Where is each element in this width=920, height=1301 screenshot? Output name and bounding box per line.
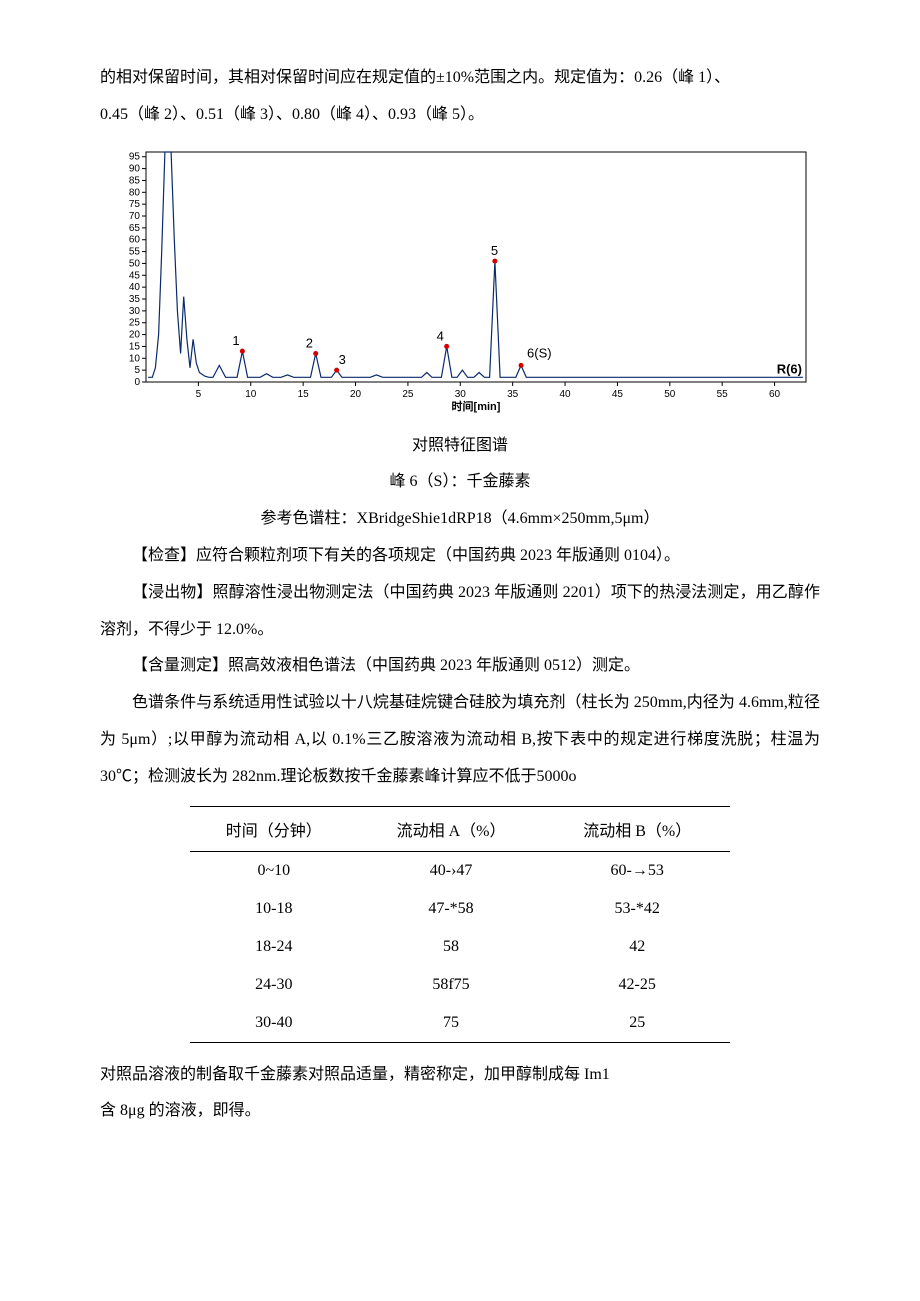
svg-text:90: 90 <box>129 163 141 174</box>
chromatogram-svg: 0510152025303540455055606570758085909551… <box>100 142 820 422</box>
svg-text:35: 35 <box>129 294 141 305</box>
svg-text:55: 55 <box>717 389 729 400</box>
svg-text:65: 65 <box>129 222 141 233</box>
table-cell: 53-*42 <box>544 890 730 928</box>
table-row: 10-1847-*5853-*42 <box>190 890 730 928</box>
svg-text:55: 55 <box>129 246 141 257</box>
svg-text:85: 85 <box>129 175 141 186</box>
svg-text:45: 45 <box>129 270 141 281</box>
svg-text:25: 25 <box>129 317 141 328</box>
svg-text:15: 15 <box>129 341 141 352</box>
svg-text:60: 60 <box>129 234 141 245</box>
svg-text:50: 50 <box>664 389 676 400</box>
svg-text:30: 30 <box>129 305 141 316</box>
svg-text:5: 5 <box>491 243 498 258</box>
svg-text:10: 10 <box>245 389 257 400</box>
svg-text:75: 75 <box>129 199 141 210</box>
svg-text:40: 40 <box>129 282 141 293</box>
svg-text:5: 5 <box>134 365 140 376</box>
svg-text:50: 50 <box>129 258 141 269</box>
table-cell: 75 <box>358 1004 545 1043</box>
section-chrom: 色谱条件与系统适用性试验以十八烷基硅烷键合硅胶为填充剂（柱长为 250mm,内径… <box>100 685 820 795</box>
intro-line2: 0.45（峰 2）、0.51（峰 3）、0.80（峰 4）、0.93（峰 5）。 <box>100 97 820 134</box>
svg-text:1: 1 <box>232 333 239 348</box>
svg-text:60: 60 <box>769 389 781 400</box>
svg-text:25: 25 <box>402 389 414 400</box>
table-cell: 58f75 <box>358 966 545 1004</box>
section-check: 【检查】应符合颗粒剂项下有关的各项规定（中国药典 2023 年版通则 0104）… <box>100 538 820 575</box>
th-b: 流动相 B（%） <box>544 806 730 851</box>
svg-text:20: 20 <box>350 389 362 400</box>
table-cell: 18-24 <box>190 928 358 966</box>
svg-text:2: 2 <box>306 335 313 350</box>
th-time: 时间（分钟） <box>190 806 358 851</box>
table-row: 30-407525 <box>190 1004 730 1043</box>
table-cell: 40-›47 <box>358 851 545 890</box>
svg-text:95: 95 <box>129 151 141 162</box>
svg-text:40: 40 <box>559 389 571 400</box>
svg-text:4: 4 <box>437 328 444 343</box>
table-cell: 60-→53 <box>544 851 730 890</box>
table-cell: 25 <box>544 1004 730 1043</box>
table-cell: 0~10 <box>190 851 358 890</box>
gradient-table: 时间（分钟） 流动相 A（%） 流动相 B（%） 0~1040-›4760-→5… <box>190 806 730 1043</box>
svg-text:10: 10 <box>129 353 141 364</box>
chromatogram-figure: 0510152025303540455055606570758085909551… <box>100 142 820 422</box>
table-cell: 42-25 <box>544 966 730 1004</box>
table-row: 24-3058f7542-25 <box>190 966 730 1004</box>
svg-text:80: 80 <box>129 187 141 198</box>
th-a: 流动相 A（%） <box>358 806 545 851</box>
svg-text:R(6): R(6) <box>777 361 802 376</box>
svg-text:时间[min]: 时间[min] <box>452 399 501 413</box>
section-extract: 【浸出物】照醇溶性浸出物测定法（中国药典 2023 年版通则 2201）项下的热… <box>100 575 820 649</box>
caption-1: 对照特征图谱 <box>100 428 820 465</box>
svg-text:20: 20 <box>129 329 141 340</box>
caption-2: 峰 6（S）：千金藤素 <box>100 464 820 501</box>
table-row: 18-245842 <box>190 928 730 966</box>
svg-text:0: 0 <box>134 377 140 388</box>
caption-3: 参考色谱柱：XBridgeShie1dRP18（4.6mm×250mm,5μm） <box>100 501 820 538</box>
svg-text:45: 45 <box>612 389 624 400</box>
svg-text:5: 5 <box>196 389 202 400</box>
svg-text:6(S): 6(S) <box>527 345 552 360</box>
table-cell: 30-40 <box>190 1004 358 1043</box>
svg-text:15: 15 <box>298 389 310 400</box>
table-cell: 42 <box>544 928 730 966</box>
table-cell: 10-18 <box>190 890 358 928</box>
svg-text:70: 70 <box>129 211 141 222</box>
table-header-row: 时间（分钟） 流动相 A（%） 流动相 B（%） <box>190 806 730 851</box>
table-row: 0~1040-›4760-→53 <box>190 851 730 890</box>
svg-text:30: 30 <box>455 389 467 400</box>
table-cell: 24-30 <box>190 966 358 1004</box>
table-cell: 58 <box>358 928 545 966</box>
svg-text:35: 35 <box>507 389 519 400</box>
section-assay: 【含量测定】照高效液相色谱法（中国药典 2023 年版通则 0512）测定。 <box>100 648 820 685</box>
svg-text:3: 3 <box>339 352 346 367</box>
table-cell: 47-*58 <box>358 890 545 928</box>
tail-2: 含 8μg 的溶液，即得。 <box>100 1093 820 1130</box>
tail-1: 对照品溶液的制备取千金藤素对照品适量，精密称定，加甲醇制成每 Im1 <box>100 1057 820 1094</box>
intro-line1: 的相对保留时间，其相对保留时间应在规定值的±10%范围之内。规定值为：0.26（… <box>100 60 820 97</box>
